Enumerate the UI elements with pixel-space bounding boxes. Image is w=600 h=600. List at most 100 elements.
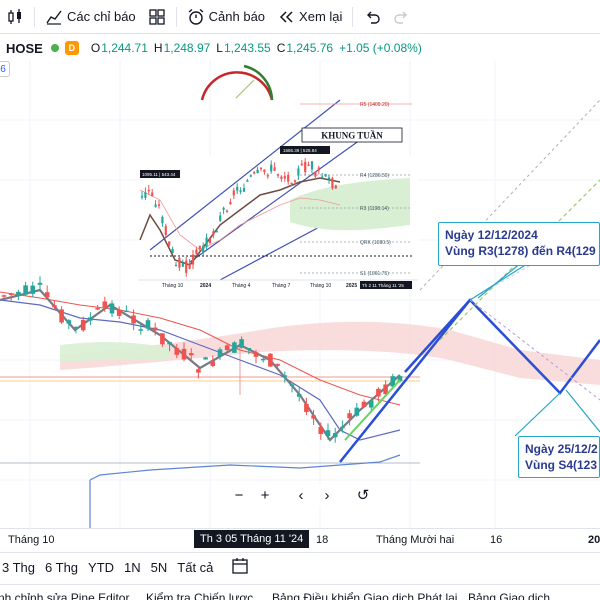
candle-body <box>376 388 381 397</box>
candle-body <box>195 249 198 255</box>
indicators-button[interactable]: Các chỉ báo <box>39 0 142 34</box>
pane-tag[interactable]: 6 <box>0 61 10 77</box>
candle-body <box>332 433 338 438</box>
candle-body <box>390 376 396 387</box>
redo-icon[interactable] <box>387 0 417 34</box>
reset-chart-button[interactable]: ↺ <box>352 484 374 506</box>
tab-trading-panel[interactable]: Bảng Giao dịch <box>468 591 551 600</box>
candle-body <box>1 295 7 297</box>
candle-body <box>275 363 280 366</box>
inset-s1-label: S1 (1061.75) <box>360 271 389 277</box>
range-1y-button[interactable]: 1N <box>124 560 141 575</box>
candle-body <box>266 174 269 177</box>
calendar-range-icon[interactable] <box>231 557 249 578</box>
undo-icon[interactable] <box>357 0 387 34</box>
candle-body <box>311 415 316 419</box>
candle-body <box>217 349 223 357</box>
symbol-legend: HOSE D O 1,244.71 H 1,248.97 L 1,243.55 C 1,… <box>0 38 422 58</box>
inset-hi-tag: 1586.39 | 528.84 <box>283 148 317 153</box>
inset-r3-label: R3 (1198.14) <box>360 206 389 212</box>
callout-top[interactable]: Ngày 12/12/2024 Vùng R3(1278) đến R4(129 <box>438 222 600 266</box>
change-value: +1.05 (+0.08%) <box>339 41 422 55</box>
weekly-inset: KHUNG TUẦN R5 (1409.20) R4 (1286.59) R3 … <box>138 64 418 289</box>
candlestick-icon[interactable] <box>0 0 30 34</box>
inset-lo-tag-bg <box>140 170 180 178</box>
candle-body <box>239 190 242 192</box>
crosshair-date-label: Th 3 05 Tháng 11 '24 <box>194 530 310 548</box>
replay-button[interactable]: Xem lại <box>271 0 348 34</box>
candle-body <box>80 319 86 331</box>
time-label: 16 <box>490 534 503 546</box>
toolbar-divider <box>352 6 354 27</box>
gauge-arc-green <box>243 64 274 101</box>
candle-body <box>283 176 286 179</box>
candle-body <box>144 192 147 198</box>
replay-label: Xem lại <box>299 9 343 24</box>
inset-axis-label: Tháng 10 <box>310 283 331 289</box>
tab-strategy-tester[interactable]: Kiểm tra Chiến lược <box>146 591 254 600</box>
candle-body <box>37 282 43 285</box>
zoom-out-button[interactable]: − <box>228 484 250 506</box>
candle-body <box>325 430 331 437</box>
callout-bottom[interactable]: Ngày 25/12/2 Vùng S4(123 <box>518 436 600 478</box>
candle-body <box>203 357 208 360</box>
time-label: 20 <box>588 534 600 546</box>
range-3m-button[interactable]: 3 Thg <box>2 560 36 575</box>
candle-body <box>297 168 300 176</box>
range-ytd-button[interactable]: YTD <box>88 560 115 575</box>
templates-grid-icon[interactable] <box>142 0 172 34</box>
inset-hi-tag-bg <box>280 146 330 154</box>
candle-body <box>210 361 216 366</box>
range-6m-button[interactable]: 6 Thg <box>45 560 79 575</box>
candle-body <box>224 345 230 351</box>
inset-title-box <box>301 127 403 143</box>
candle-body <box>8 293 14 295</box>
candle-body <box>225 210 229 213</box>
symbol-name[interactable]: HOSE <box>6 40 43 56</box>
inset-cursor-label: Th 2 11 Tháng 11 '25 <box>362 283 404 288</box>
chart-canvas[interactable]: KHUNG TUẦN R5 (1409.20) R4 (1286.59) R3 … <box>0 60 600 528</box>
market-status-dot <box>50 44 59 52</box>
time-axis[interactable]: Tháng 10 18 Tháng Mười hai 16 20 <box>0 528 600 550</box>
uptrend-line-green <box>344 379 401 441</box>
candle-body <box>23 285 28 295</box>
candle-body <box>340 426 345 429</box>
candle-body <box>253 352 259 357</box>
scroll-left-button[interactable]: ‹ <box>290 484 312 506</box>
callout-bottom-line2: Vùng S4(123 <box>525 458 598 472</box>
range-5y-button[interactable]: 5N <box>150 560 168 575</box>
callout-pointer-top-2 <box>477 261 523 299</box>
candle-body <box>59 309 64 323</box>
data-source-badge: D <box>64 41 79 55</box>
callout-top-line2: Vùng R3(1278) đến R4(129 <box>445 244 596 258</box>
projection-path <box>404 298 600 395</box>
zoom-in-button[interactable]: + <box>254 484 276 506</box>
candle-body <box>289 384 295 387</box>
tab-pine-editor[interactable]: nh chỉnh sửa Pine Editor <box>0 591 130 600</box>
candle-body <box>318 426 324 435</box>
range-all-button[interactable]: Tất cả <box>177 560 214 575</box>
candle-body <box>188 263 191 269</box>
price-chart[interactable]: KHUNG TUẦN R5 (1409.20) R4 (1286.59) R3 … <box>0 60 600 528</box>
inset-cloud <box>290 178 410 231</box>
candle-body <box>314 171 317 177</box>
open-value: 1,244.71 <box>101 41 148 55</box>
candle-body <box>145 320 151 329</box>
candle-body <box>273 167 276 171</box>
candle-body <box>304 161 307 173</box>
candle-body <box>397 376 403 382</box>
inset-axis-label: Tháng 7 <box>272 283 291 289</box>
scroll-right-button[interactable]: › <box>316 484 338 506</box>
candle-body <box>44 292 50 298</box>
candle-body <box>334 185 337 189</box>
candle-body <box>185 260 188 273</box>
candle-body <box>256 169 259 174</box>
alerts-button[interactable]: Cảnh báo <box>181 0 271 34</box>
lower-band-line <box>89 454 401 481</box>
tab-replay-trading-panel[interactable]: Bảng Điều khiển Giao dịch Phát lại <box>272 591 458 600</box>
inset-axis-label: Tháng 10 <box>162 283 183 289</box>
inset-r4-label: R4 (1286.59) <box>360 173 390 179</box>
candle-body <box>167 341 172 345</box>
callout-pointer-top <box>469 261 531 301</box>
candle-body <box>95 308 100 310</box>
